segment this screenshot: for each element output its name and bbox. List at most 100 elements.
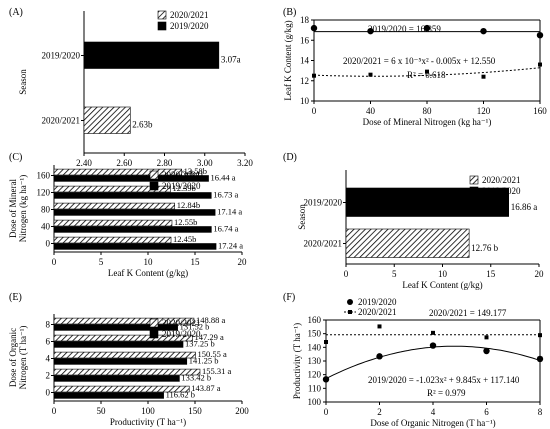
annotation: 2020/2021 = 6 x 10⁻⁵x² - 0.005x + 12.550 [343,56,496,66]
data-label: 16.44 a [211,172,236,182]
legend-swatch [149,329,159,339]
annotation: R² = 0.979 [427,388,466,398]
legend-swatch [149,170,159,180]
data-point [431,330,435,335]
annotation: 2020/2021 = 149.177 [429,308,507,318]
bar [53,375,180,382]
bar [53,202,175,210]
legend-swatch [157,10,167,20]
x-tick-label: 80 [423,106,433,116]
data-point [324,340,328,345]
legend-entry: 2020/2021 [162,318,201,328]
x-axis-label: Productivity (T ha⁻¹) [110,417,186,427]
x-axis-label: Leaf K Content (g/kg) [402,280,482,290]
y-tick-label: 100 [308,397,322,407]
chart-c: (C) 0 5 10 15 20 Leaf K Content (g/kg) Dose of … [8,152,247,278]
x-tick-label: 200 [235,406,249,416]
data-point [377,324,382,329]
x-tick-label: 15 [191,257,201,267]
data-point [429,342,437,349]
bar [53,192,212,199]
bar [53,168,182,176]
y-tick-label: 150 [308,329,322,339]
data-label: 16.86 a [511,202,537,212]
y-tick-label: 2 [46,371,51,381]
annotation: 2019/2020 = -1.023x² + 9.845x + 117.140 [368,375,520,385]
panel-label: (A) [9,7,23,18]
annotation: 2019/2020 = 16.859 [368,24,441,34]
bar [53,185,171,193]
y-tick-label: 0 [46,239,51,249]
x-tick-label: 120 [477,106,491,116]
legend-marker [348,310,352,314]
data-label: 16.74 a [213,223,238,233]
data-point [536,355,544,363]
data-point [322,376,330,383]
bar [53,219,173,227]
x-tick-label: 2.60 [116,158,132,168]
x-tick-label: 20 [238,257,248,267]
y-axis-label: Nitrogen (T ha⁻¹) [18,326,28,390]
data-point [423,24,431,32]
data-point [536,31,544,39]
data-point [367,27,374,35]
y-tick-label: 8 [46,320,51,330]
x-tick-label: 5 [392,269,397,279]
bar [53,209,216,216]
bar [53,351,196,359]
legend-entry: 2019/2020 [162,329,201,339]
x-tick-label: 160 [533,106,547,116]
y-tick-label: 2019/2020 [303,198,342,208]
legend-marker [347,299,353,305]
bar [345,187,509,217]
y-axis-label: Leaf K Content (g/kg) [283,20,293,100]
y-axis-label: Season [18,69,28,95]
bar [53,226,212,233]
bar [53,392,164,399]
y-tick-label: 140 [308,342,322,352]
data-label: 137.25 b [185,338,215,348]
legend-entry: 2020/2021 [162,170,201,180]
chart-e: (E) 0 50 100 150 200 Productivity (T ha⁻¹) Dose… [8,292,249,427]
y-axis-label: Productivity (T ha⁻¹) [292,323,302,399]
x-tick-label: 0 [344,269,349,279]
panel-label: (C) [9,152,22,163]
bar [53,385,190,393]
data-label: 133.42 b [181,372,211,382]
legend-entry: 2019/2020 [482,186,521,196]
y-tick-label: 16 [300,35,310,45]
y-axis-label: Dose of Mineral [8,179,18,238]
x-tick-label: 4 [431,407,436,417]
x-tick-label: 2.40 [76,158,92,168]
data-point [538,333,542,338]
bar [53,236,172,244]
x-tick-label: 2 [377,407,382,417]
data-point [312,73,316,78]
y-tick-label: 10 [300,96,310,106]
data-point [483,347,490,355]
data-label: 2.63b [132,119,153,129]
y-tick-label: 6 [46,337,51,347]
data-point [376,353,383,360]
bar [53,243,217,250]
bar [53,175,209,182]
data-label: 16.73 a [213,189,238,199]
legend-entry: 2020/2021 [482,175,521,185]
data-label: 147.29 a [194,332,224,342]
panel-label: (D) [283,152,297,163]
y-tick-label: 2019/2020 [41,51,80,61]
data-label: 155.31 a [202,366,232,376]
y-tick-label: 18 [300,15,310,25]
y-tick-label: 2020/2021 [303,239,342,249]
y-axis-label: Season [297,204,307,230]
data-label: 12.76 b [471,243,499,253]
bar [53,324,178,331]
y-tick-label: 14 [300,56,310,66]
legend-entry: 2020/2021 [358,307,397,317]
y-tick-label: 120 [37,188,51,198]
bar [83,106,131,134]
x-tick-label: 0 [312,106,317,116]
data-label: 116.62 b [166,389,195,399]
